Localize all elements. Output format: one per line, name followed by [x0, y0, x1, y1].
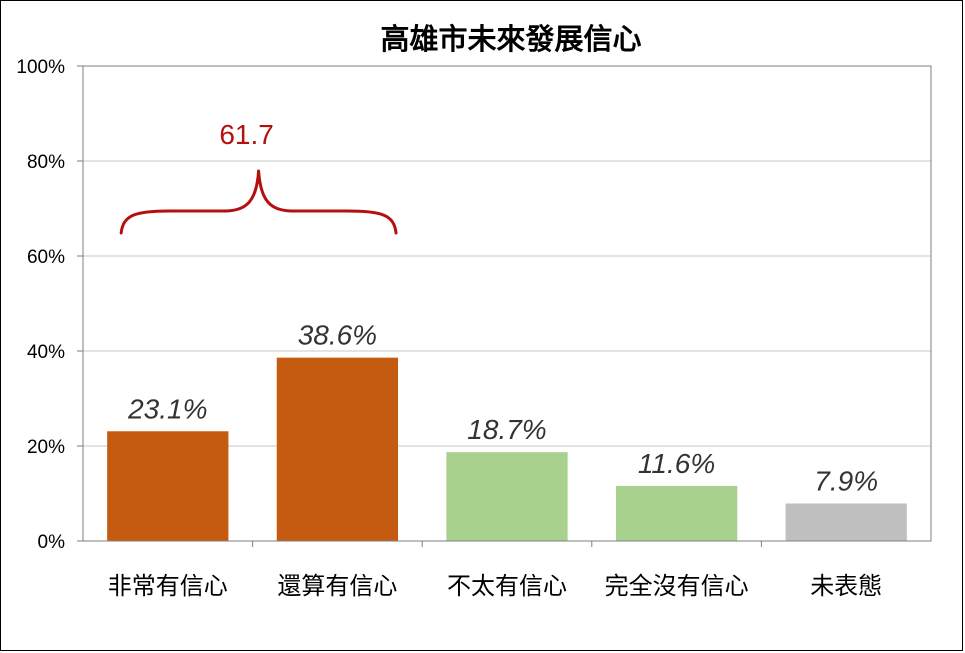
chart-title: 高雄市未來發展信心	[380, 22, 641, 56]
data-label: 18.7%	[467, 414, 546, 445]
data-label: 11.6%	[638, 448, 715, 479]
y-tick-label: 20%	[27, 437, 65, 458]
bar	[615, 485, 738, 541]
category-label: 完全沒有信心	[605, 572, 749, 600]
bar	[276, 357, 399, 541]
y-tick-label: 40%	[27, 342, 65, 363]
y-tick-label: 100%	[16, 57, 65, 78]
category-label: 不太有信心	[447, 572, 567, 600]
x-axis-categories: 非常有信心 還算有信心 不太有信心 完全沒有信心 未表態	[108, 541, 882, 600]
plot-area-border	[82, 65, 932, 542]
sum-annotation: 61.7	[119, 119, 398, 235]
y-tick-label: 60%	[27, 247, 65, 268]
y-tick-label: 0%	[38, 532, 66, 553]
gridlines	[83, 160, 931, 447]
y-tick-label: 80%	[27, 152, 65, 173]
y-axis-ticks: 0% 20% 40% 60% 80% 100%	[16, 57, 83, 553]
data-label: 23.1%	[127, 393, 207, 424]
annotation-label: 61.7	[219, 119, 274, 150]
bar	[107, 431, 229, 541]
data-label: 38.6%	[298, 320, 377, 351]
category-label: 非常有信心	[108, 572, 228, 600]
category-label: 未表態	[810, 572, 882, 600]
bar	[785, 503, 907, 541]
bars	[107, 357, 907, 541]
data-labels: 23.1% 38.6% 18.7% 11.6% 7.9%	[127, 320, 878, 497]
data-label: 7.9%	[814, 465, 878, 496]
brace-annotation	[119, 169, 398, 235]
bar	[446, 452, 568, 541]
category-label: 還算有信心	[277, 572, 397, 600]
